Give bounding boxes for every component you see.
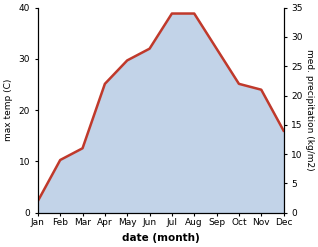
Y-axis label: med. precipitation (kg/m2): med. precipitation (kg/m2) <box>305 49 314 171</box>
Y-axis label: max temp (C): max temp (C) <box>4 79 13 141</box>
X-axis label: date (month): date (month) <box>122 233 200 243</box>
